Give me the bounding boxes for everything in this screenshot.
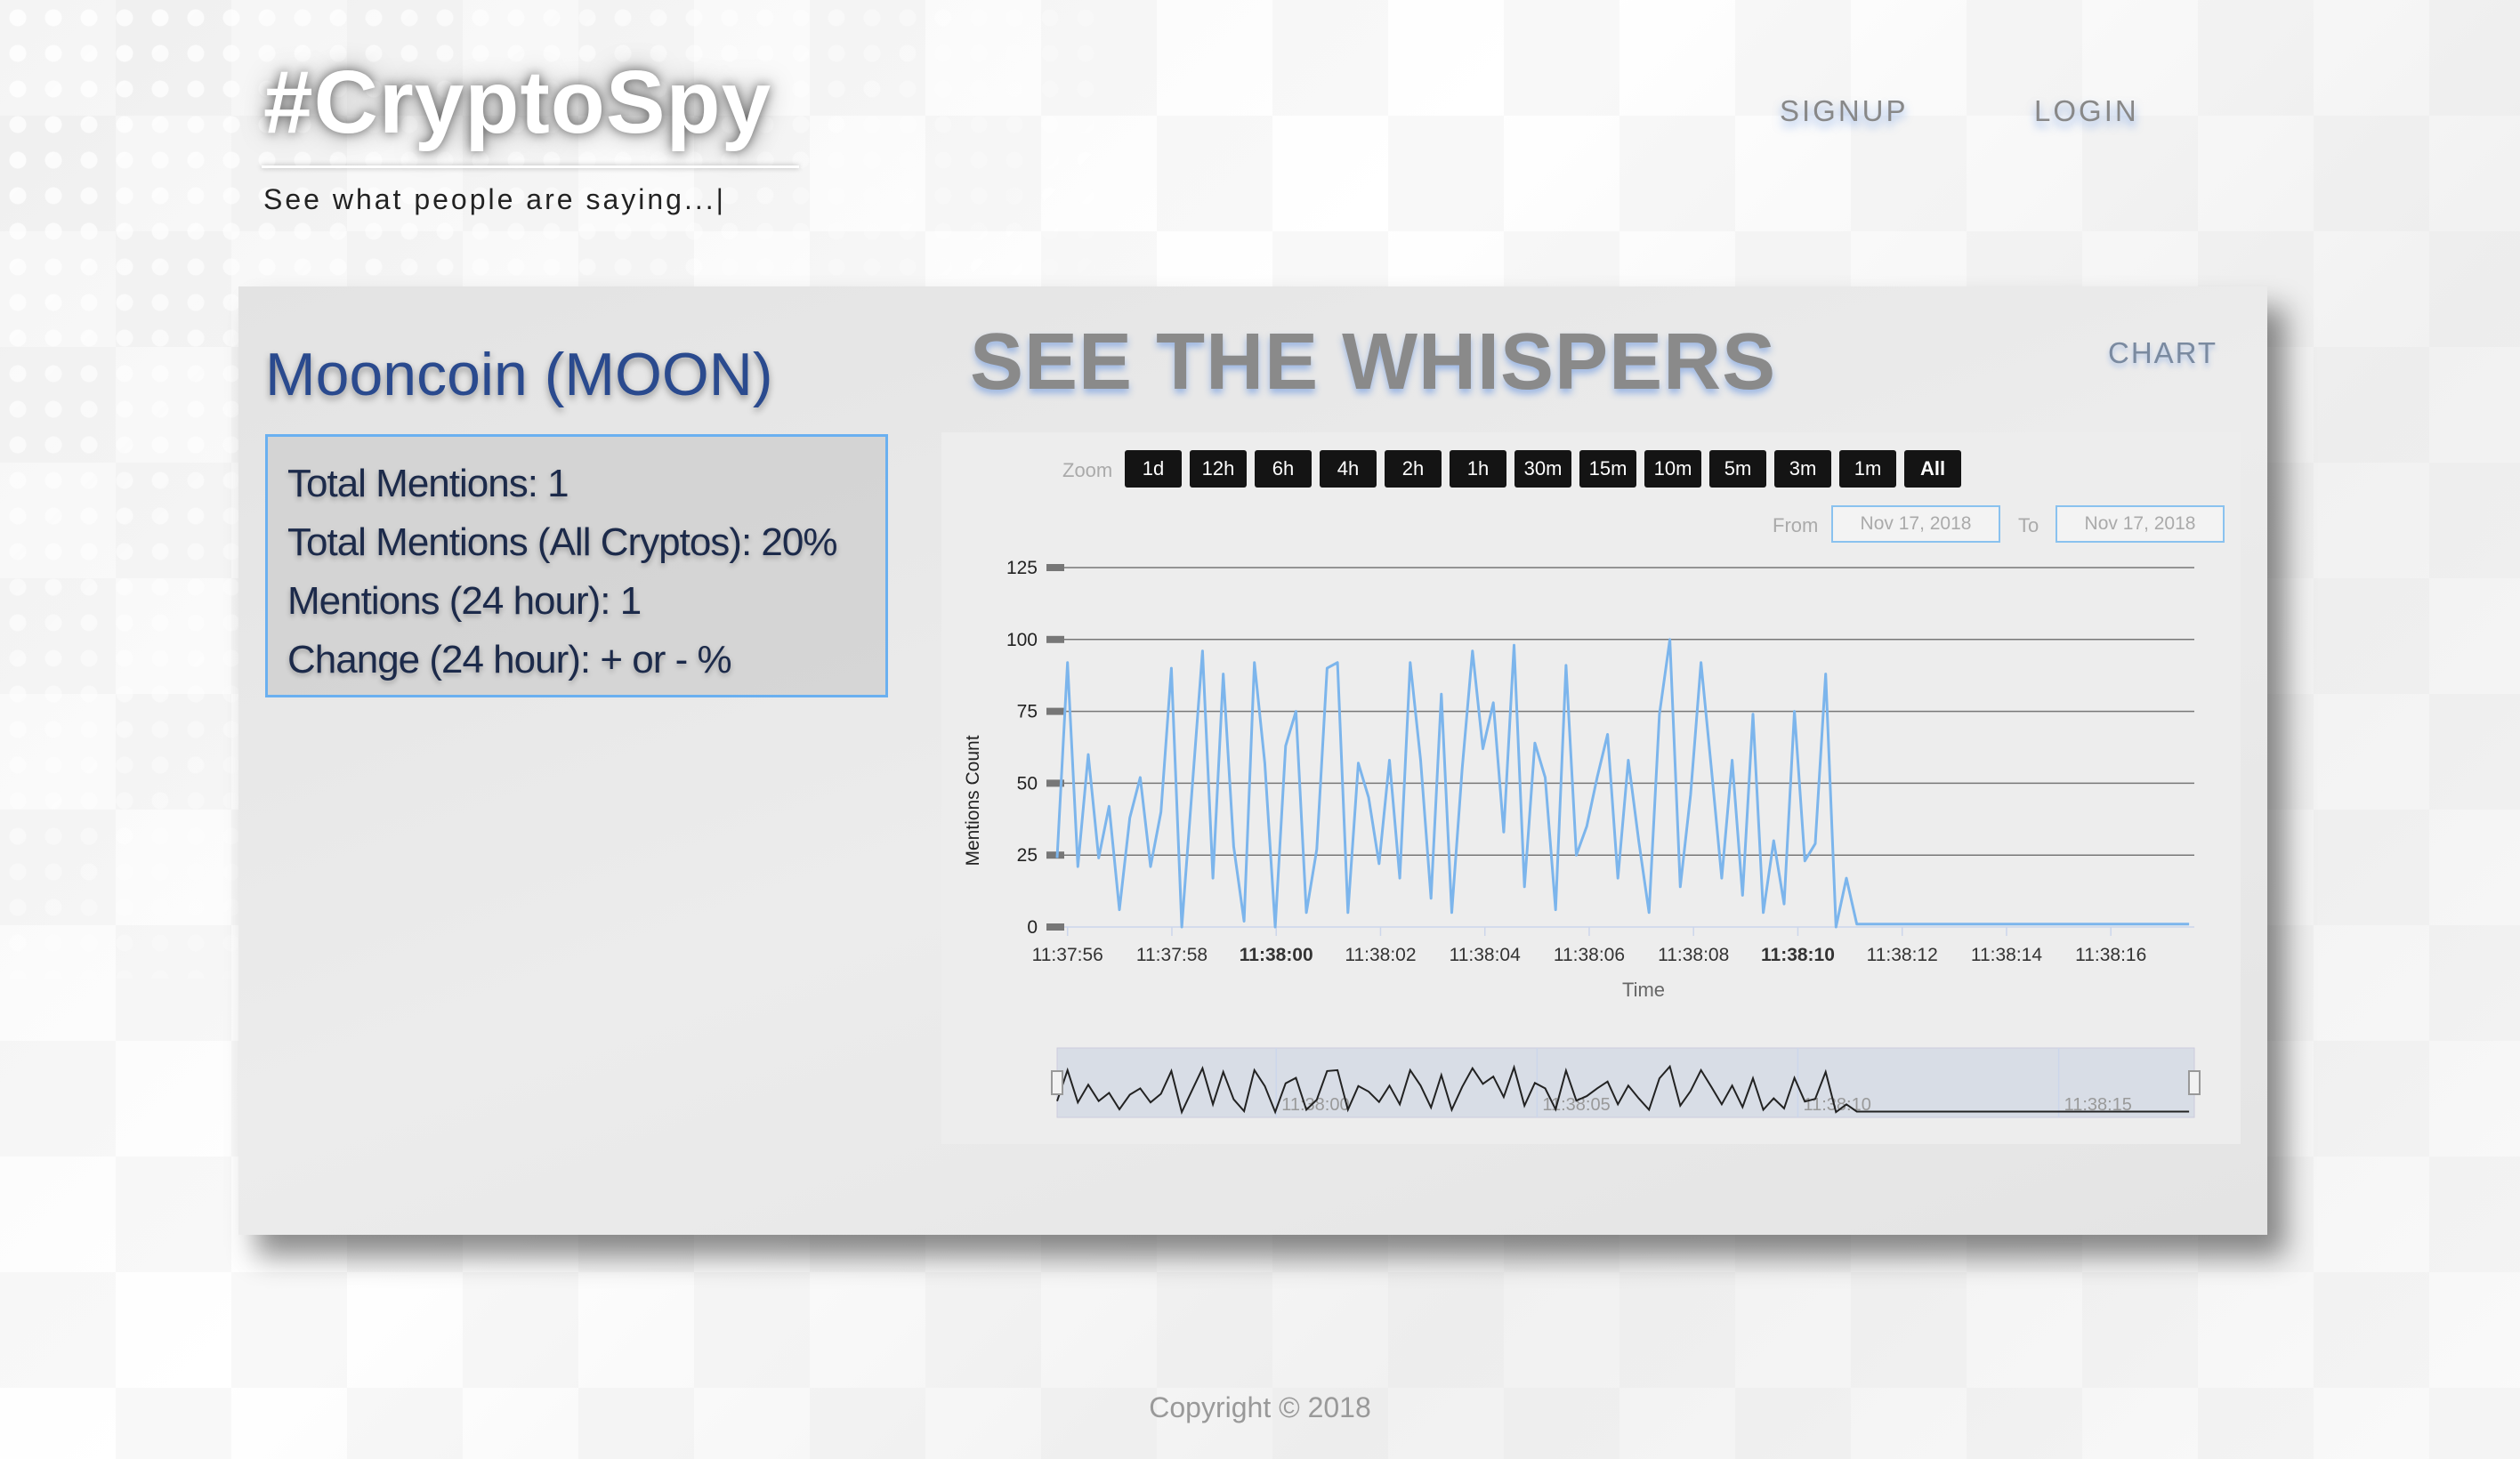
navigator-tick-label: 11:38:00 xyxy=(1281,1095,1349,1115)
x-tick-label: 11:38:02 xyxy=(1345,945,1416,965)
navigator-handle-left[interactable] xyxy=(1051,1070,1063,1095)
x-tick-label: 11:38:04 xyxy=(1450,945,1522,965)
login-link[interactable]: LOGIN xyxy=(2034,94,2139,127)
copyright: Copyright © 2018 xyxy=(1149,1391,1371,1423)
y-tick-mark xyxy=(1046,635,1064,643)
zoom-button-all[interactable]: All xyxy=(1904,450,1961,488)
x-tick-label: 11:38:08 xyxy=(1658,945,1729,965)
x-tick-label: 11:38:12 xyxy=(1867,945,1938,965)
chart-link[interactable]: CHART xyxy=(2108,336,2218,369)
series-line-mentions xyxy=(1055,638,2190,929)
y-tick-label: 100 xyxy=(1006,630,1038,650)
zoom-button-1h[interactable]: 1h xyxy=(1450,450,1506,488)
chart-container: Zoom 1d 12h 6h 4h 2h 1h 30m 15m 10m 5m 3m 1m All Fro… xyxy=(941,432,2241,1144)
y-tick-label: 125 xyxy=(1006,558,1038,578)
to-date-input[interactable] xyxy=(2056,505,2225,543)
stat-total-mentions: Total Mentions: 1 xyxy=(287,462,569,505)
y-tick-mark xyxy=(1046,564,1064,571)
section-title: SEE THE WHISPERS xyxy=(970,318,1777,407)
x-tick-label: 11:37:58 xyxy=(1136,945,1208,965)
stat-total-mentions-all: Total Mentions (All Cryptos): 20% xyxy=(287,520,837,564)
coin-panel: Mooncoin (MOON) Total Mentions: 1 Total … xyxy=(238,286,2267,1235)
coin-title: Mooncoin (MOON) xyxy=(265,341,773,408)
zoom-button-30m[interactable]: 30m xyxy=(1514,450,1571,488)
zoom-button-2h[interactable]: 2h xyxy=(1385,450,1442,488)
zoom-label: Zoom xyxy=(1062,459,1113,481)
x-tick-label: 11:38:10 xyxy=(1761,945,1835,965)
x-tick-label: 11:38:14 xyxy=(1971,945,2043,965)
zoom-button-10m[interactable]: 10m xyxy=(1644,450,1701,488)
y-tick-label: 75 xyxy=(1017,702,1038,722)
zoom-button-5m[interactable]: 5m xyxy=(1709,450,1766,488)
y-tick-mark xyxy=(1046,923,1064,931)
from-label: From xyxy=(1773,514,1819,536)
to-label: To xyxy=(2018,514,2039,536)
stat-change-24h: Change (24 hour): + or - % xyxy=(287,638,732,681)
navigator-tick-label: 11:38:05 xyxy=(1542,1095,1610,1115)
x-tick-label: 11:37:56 xyxy=(1032,945,1103,965)
zoom-button-3m[interactable]: 3m xyxy=(1774,450,1831,488)
y-tick-mark xyxy=(1046,851,1064,859)
zoom-button-15m[interactable]: 15m xyxy=(1579,450,1636,488)
zoom-button-1m[interactable]: 1m xyxy=(1839,450,1896,488)
zoom-button-12h[interactable]: 12h xyxy=(1190,450,1247,488)
logo-divider xyxy=(262,165,799,168)
y-tick-label: 50 xyxy=(1017,773,1038,794)
tagline: See what people are saying...| xyxy=(263,183,726,215)
zoom-button-6h[interactable]: 6h xyxy=(1255,450,1312,488)
x-tick-label: 11:38:16 xyxy=(2075,945,2146,965)
zoom-button-4h[interactable]: 4h xyxy=(1320,450,1377,488)
x-tick-label: 11:38:06 xyxy=(1554,945,1625,965)
stat-mentions-24h: Mentions (24 hour): 1 xyxy=(287,579,642,623)
navigator-series-line xyxy=(1056,1064,2190,1115)
y-tick-mark xyxy=(1046,779,1064,787)
mentions-chart[interactable]: 0 25 50 75 100 125 Mentions Count 11:37:56 11:37… xyxy=(941,432,2241,1144)
site-logo[interactable]: #CryptoSpy xyxy=(263,52,772,152)
y-axis-title: Mentions Count xyxy=(963,735,983,866)
x-axis-title: Time xyxy=(1622,979,1665,1001)
navigator-range xyxy=(1056,1047,2195,1118)
zoom-button-1d[interactable]: 1d xyxy=(1125,450,1182,488)
y-tick-mark xyxy=(1046,707,1064,715)
y-tick-label: 0 xyxy=(1027,917,1038,938)
zoom-button-group: 1d 12h 6h 4h 2h 1h 30m 15m 10m 5m 3m 1m All xyxy=(1125,450,1961,488)
navigator-handle-right[interactable] xyxy=(2188,1070,2201,1095)
y-tick-label: 25 xyxy=(1017,845,1038,866)
x-tick-label: 11:38:00 xyxy=(1240,945,1313,965)
signup-link[interactable]: SIGNUP xyxy=(1780,94,1909,127)
stats-box: Total Mentions: 1 Total Mentions (All Cr… xyxy=(265,434,888,697)
navigator-tick-label: 11:38:15 xyxy=(2064,1095,2132,1115)
from-date-input[interactable] xyxy=(1831,505,2000,543)
